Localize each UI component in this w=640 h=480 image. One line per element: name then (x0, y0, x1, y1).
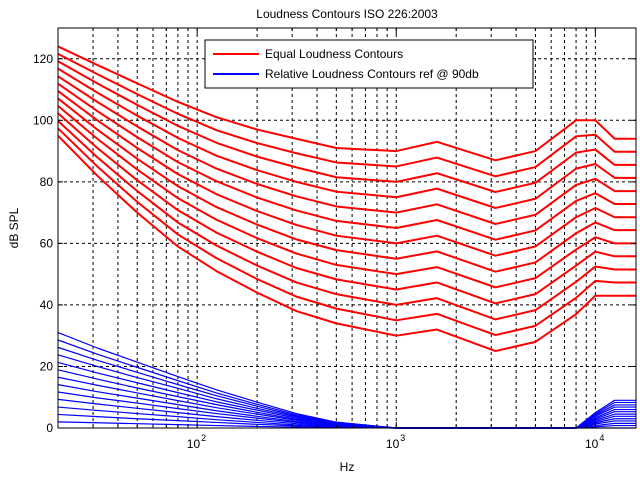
x-tick-label: 10 (386, 437, 400, 451)
contour-line (57, 52, 636, 178)
chart-title: Loudness Contours ISO 226:2003 (256, 7, 438, 21)
y-tick-label: 80 (40, 175, 54, 189)
x-axis-label: Hz (340, 460, 355, 474)
plot-frame (57, 27, 637, 429)
contour-line (57, 45, 636, 162)
y-tick-label: 120 (33, 52, 53, 66)
x-tick-exponent: 2 (201, 433, 206, 443)
contour-line (57, 82, 636, 241)
y-tick-label: 20 (40, 359, 54, 373)
contour-line (57, 332, 636, 429)
contour-line (57, 120, 636, 321)
contour-line (57, 134, 636, 353)
contour-line (57, 105, 636, 289)
contour-line (57, 75, 636, 225)
legend-box (204, 39, 534, 89)
contour-line (57, 60, 636, 193)
y-tick-label: 40 (40, 298, 54, 312)
y-tick-label: 60 (40, 236, 54, 250)
x-tick-exponent: 4 (599, 433, 604, 443)
y-axis-label: dB SPL (7, 207, 21, 248)
y-tick-label: 100 (33, 113, 53, 127)
legend-label: Equal Loudness Contours (265, 47, 403, 61)
y-tick-label: 0 (46, 421, 53, 435)
contour-line (57, 97, 636, 273)
x-tick-label: 10 (585, 437, 599, 451)
contour-line (57, 112, 636, 305)
x-tick-exponent: 3 (400, 433, 405, 443)
contour-line (57, 90, 636, 257)
x-tick-label: 10 (187, 437, 201, 451)
legend-label: Relative Loudness Contours ref @ 90db (265, 67, 479, 81)
contour-line (57, 127, 636, 337)
contour-line (57, 67, 636, 209)
